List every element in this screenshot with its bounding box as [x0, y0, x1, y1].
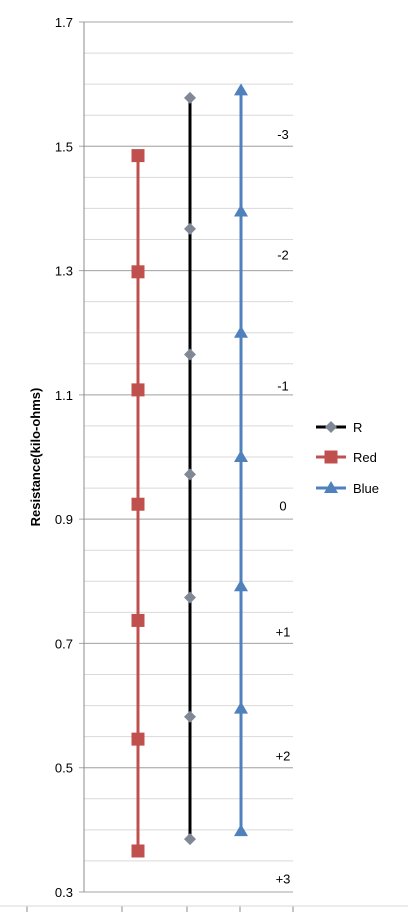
data-point-blue: [234, 450, 248, 462]
legend-item-r: R: [316, 420, 362, 435]
data-point-blue: [234, 83, 248, 96]
series-r: [184, 91, 196, 846]
legend-item-blue: Blue: [316, 481, 379, 496]
annotation-label: 0: [279, 498, 286, 513]
axis-layer: 0.3 0.5 0.7 0.9 1.1 1.3 1.5 1.7: [0, 15, 408, 912]
legend-marker: [325, 421, 337, 433]
series-layer: [131, 83, 248, 858]
y-tick-label: 1.5: [55, 139, 73, 154]
data-point-r: [184, 91, 196, 104]
grid-layer: [79, 21, 293, 893]
y-tick-label: 1.7: [55, 15, 73, 30]
data-point-r: [184, 833, 196, 846]
annotation-label: +3: [276, 871, 291, 886]
y-tick-label: 1.3: [55, 264, 73, 279]
data-point-r: [184, 591, 196, 604]
data-point-r: [184, 348, 196, 361]
legend-label: Red: [353, 450, 377, 465]
data-point-red: [131, 149, 145, 163]
legend-label: Blue: [353, 481, 379, 496]
y-tick-label: 0.9: [55, 512, 73, 527]
annotation-label: +2: [276, 748, 291, 763]
legend-label: R: [353, 420, 362, 435]
series-red: [131, 149, 145, 858]
annotation-label: -2: [277, 247, 289, 262]
data-point-red: [131, 497, 145, 511]
annotation-label: -1: [277, 379, 289, 394]
data-point-red: [131, 844, 145, 858]
annotation-label: +1: [276, 625, 291, 640]
data-point-red: [131, 265, 145, 279]
y-tick-label: 0.3: [55, 885, 73, 900]
data-point-blue: [234, 824, 248, 837]
data-point-blue: [234, 204, 248, 217]
data-point-r: [184, 222, 196, 235]
y-tick-label: 1.1: [55, 388, 73, 403]
data-point-red: [131, 383, 145, 397]
y-tick-label: 0.7: [55, 636, 73, 651]
annotation-layer: -3 -2 -1 0 +1 +2 +3: [276, 127, 291, 886]
data-point-red: [131, 613, 145, 627]
annotation-label: -3: [277, 127, 289, 142]
legend-item-red: Red: [316, 450, 377, 465]
data-point-blue: [234, 579, 248, 592]
data-point-r: [184, 468, 196, 481]
legend-marker: [324, 481, 338, 493]
y-tick-label: 0.5: [55, 761, 73, 776]
series-blue: [234, 83, 248, 837]
y-axis-title: Resistance(kilo-ohms): [28, 388, 43, 527]
data-point-blue: [234, 325, 248, 338]
data-point-r: [184, 710, 196, 723]
legend: R Red Blue: [316, 420, 379, 496]
data-point-red: [131, 732, 145, 746]
data-point-blue: [234, 701, 248, 714]
legend-marker: [324, 450, 338, 464]
